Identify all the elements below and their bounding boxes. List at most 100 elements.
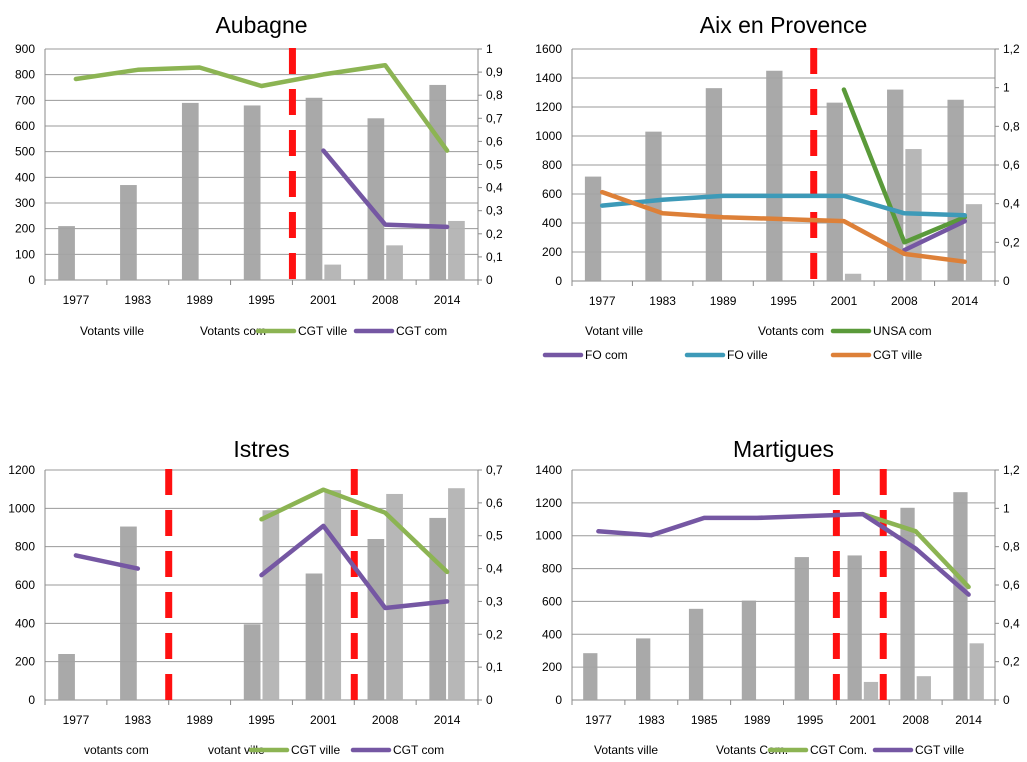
y-left-tick-label: 0 [555,274,562,288]
x-tick-label: 1977 [589,294,616,308]
y-right-tick-label: 0,1 [486,660,503,674]
x-tick-label: 1995 [248,713,275,727]
y-right-tick-label: 0 [1003,693,1010,707]
bar [741,600,757,700]
y-left-tick-label: 1200 [535,496,562,510]
y-left-tick-label: 300 [15,196,35,210]
legend-label: Votants ville [80,324,144,338]
y-right-tick-label: 0,4 [486,562,503,576]
bar [826,102,843,282]
y-left-tick-label: 800 [15,68,35,82]
bar [243,624,261,700]
x-tick-label: 2014 [434,293,461,307]
bar [386,245,403,280]
legend-label: CGT com [396,324,447,338]
y-left-tick-label: 0 [555,693,562,707]
y-left-tick-label: 600 [542,187,562,201]
y-right-tick-label: 0,4 [1003,616,1020,630]
chart-panel: Aubagne 0 100 200 300 400 500 600 700 800 900 0 0,1 0… [15,12,503,338]
bar [305,573,323,700]
x-tick-label: 2008 [372,293,399,307]
chart-title: Istres [233,436,289,462]
y-right-tick-label: 0,3 [486,204,503,218]
legend-label: CGT ville [873,348,922,362]
series-line [73,523,450,611]
y-left-tick-label: 400 [542,627,562,641]
bar [429,517,447,700]
y-left-tick-label: 500 [15,145,35,159]
bar [58,226,75,280]
y-left-tick-label: 1000 [535,529,562,543]
y-left-tick-label: 700 [15,93,35,107]
x-tick-label: 2008 [902,713,929,727]
series-line [902,218,968,253]
bar [645,131,662,281]
bar [794,557,809,700]
x-tick-label: 1983 [124,293,151,307]
legend-label: CGT com [393,743,444,757]
y-left-tick-label: 400 [15,170,35,184]
legend-label: UNSA com [873,324,932,338]
series-line [860,511,971,590]
y-right-tick-label: 0,7 [486,111,503,125]
y-left-tick-label: 600 [542,594,562,608]
legend-label: CGT ville [291,743,340,757]
bar [953,492,968,700]
series-line [596,511,971,597]
bar [429,84,447,280]
y-left-tick-label: 600 [15,119,35,133]
bar [367,539,385,700]
y-right-tick-label: 0,5 [486,158,503,172]
x-tick-label: 2014 [951,294,978,308]
y-left-tick-label: 0 [28,693,35,707]
chart-title: Martigues [733,436,834,462]
x-tick-label: 1995 [770,294,797,308]
y-left-tick-label: 1400 [535,71,562,85]
legend-label: CGT Com. [810,743,867,757]
y-left-tick-label: 800 [542,158,562,172]
bar [583,653,598,700]
bar [900,507,915,700]
y-left-tick-label: 800 [542,562,562,576]
y-right-tick-label: 0,5 [486,529,503,543]
y-right-tick-label: 0,4 [486,181,503,195]
legend-label: Votants ville [594,743,658,757]
bar [844,273,862,281]
x-tick-label: 1985 [691,713,718,727]
y-right-tick-label: 0 [1003,274,1010,288]
x-tick-label: 1977 [585,713,612,727]
bar [584,176,602,281]
x-tick-label: 1977 [63,293,90,307]
y-right-tick-label: 0,9 [486,65,503,79]
bar [181,102,199,281]
legend-label: Votant ville [585,324,643,338]
y-left-tick-label: 100 [15,247,35,261]
y-right-tick-label: 0,2 [1003,235,1020,249]
bar [262,510,280,700]
x-tick-label: 1995 [248,293,275,307]
bar [367,118,385,280]
y-right-tick-label: 0,8 [486,88,503,102]
x-tick-label: 1989 [186,293,213,307]
y-left-tick-label: 1600 [535,42,562,56]
y-left-tick-label: 0 [28,273,35,287]
legend-label: Votants com [758,324,824,338]
bar [120,185,137,280]
bar [386,493,403,700]
y-right-tick-label: 0,2 [486,227,503,241]
legend-label: CGT ville [298,324,347,338]
y-right-tick-label: 0,8 [1003,119,1020,133]
x-tick-label: 2008 [891,294,918,308]
x-tick-label: 2001 [310,713,337,727]
y-left-tick-label: 1000 [8,501,35,515]
x-tick-label: 2014 [434,713,461,727]
bar [965,204,983,281]
x-tick-label: 2014 [955,713,982,727]
y-right-tick-label: 0,6 [486,134,503,148]
y-left-tick-label: 400 [542,216,562,230]
y-right-tick-label: 0 [486,693,493,707]
x-tick-label: 1989 [710,294,737,308]
series-line [841,87,968,245]
bar [120,526,137,700]
